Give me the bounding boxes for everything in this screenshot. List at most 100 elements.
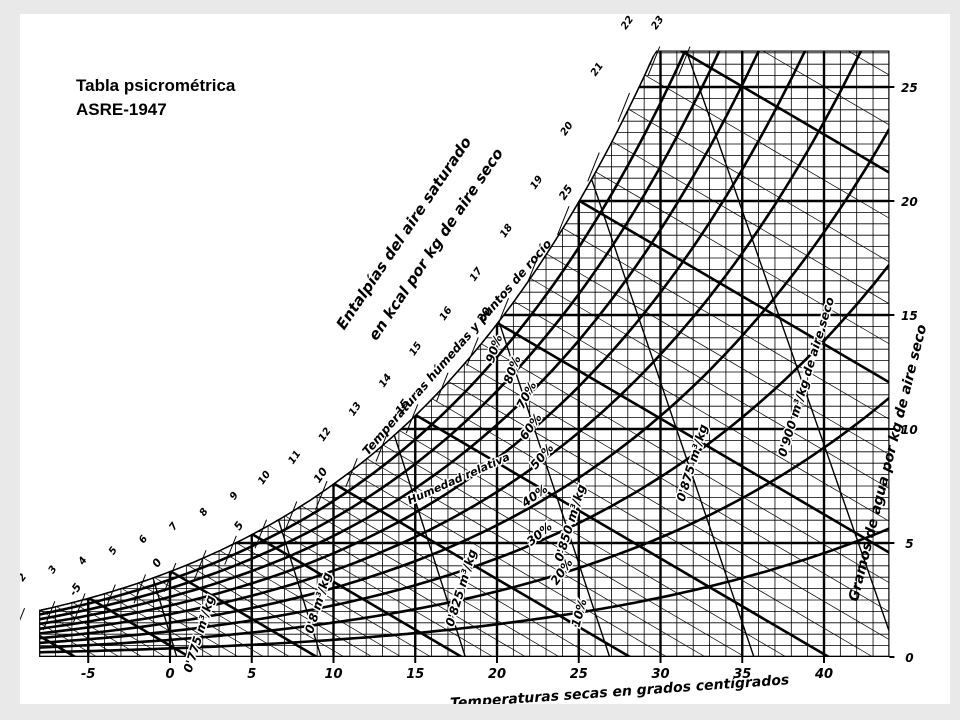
wet-bulb-line [659,50,890,657]
enthalpy-scale-tick [587,152,600,182]
enthalpy-scale-tick [405,404,419,434]
enthalpy-scale-label: 2 [20,572,29,584]
x-tick-label: 15 [406,667,424,682]
enthalpy-scale-label: 19 [528,174,545,192]
y-tick-label: 15 [901,309,918,323]
relative-humidity-curve [39,263,890,645]
x-tick-label: 0 [165,667,174,682]
wet-bulb-line [251,532,463,657]
enthalpy-scale-label: 8 [198,506,211,518]
psychrometric-chart: -505101520253035400510152025012345678910… [20,14,930,704]
rh-curve-label: 80% [501,354,524,386]
wet-bulb-line [349,470,668,657]
wet-bulb-line [464,362,890,657]
wet-bulb-line [529,277,890,657]
enthalpy-scale-tick [436,372,449,402]
wet-bulb-line [267,524,494,657]
enthalpy-scale-tick [284,501,298,531]
wet-bulb-line [611,140,890,657]
x-tick-label: 20 [488,667,506,682]
wet-bulb-line [218,549,402,657]
wet-bulb-line [676,50,890,657]
enthalpy-scale-label: 15 [407,340,424,358]
x-tick-label: 10 [324,667,342,682]
wet-bulb-line [235,542,432,657]
relative-humidity-curve [39,50,890,616]
enthalpy-scale-tick [133,574,147,604]
enthalpy-scale-tick [557,206,570,236]
enthalpy-scale-tick [224,535,237,565]
wet-bulb-line [513,300,890,657]
enthalpy-scale-label: 6 [137,534,150,546]
wet-bulb-line [202,557,373,657]
wet-bulb-line [594,171,890,657]
caption-subtitle: ASRE-1947 [76,100,167,119]
enthalpy-scale-tick [194,550,207,580]
enthalpy-scale-label: 23 [649,14,666,32]
wet-bulb-line [332,482,631,657]
enthalpy-scale-label: 22 [619,14,636,32]
enthalpy-scale-tick [163,562,177,593]
wet-bulb-line [398,429,787,657]
enthalpy-scale-label: 3 [47,564,60,576]
wet-bulb-line [496,321,890,657]
relative-humidity-curve [39,50,890,631]
y-tick-label: 5 [905,537,913,551]
relative-humidity-curve [39,128,890,640]
wet-bulb-line [447,380,890,657]
relative-humidity-curve [39,50,890,635]
enthalpy-scale-tick [526,254,540,284]
x-tick-label: 5 [247,667,256,682]
y-tick-label: 25 [901,81,918,95]
enthalpy-scale-label: 16 [438,305,455,323]
enthalpy-scale-label: 21 [589,61,606,79]
wet-bulb-line [414,413,830,657]
wet-bulb-line [562,227,890,657]
enthalpy-scale-tick [315,480,328,510]
wet-bulb-line [431,398,874,657]
x-tick-label: 30 [651,667,669,682]
wet-bulb-line [382,444,746,657]
wet-bulb-tick-label: 25 [556,182,576,202]
x-tick-label: -5 [81,667,95,682]
enthalpy-scale-label: 4 [76,555,90,568]
enthalpy-scale-tick [496,297,509,328]
enthalpy-scale-label: 10 [256,469,273,487]
caption-title: Tabla psicrométrica [76,76,236,95]
enthalpy-scale-tick [103,584,116,614]
enthalpy-scale-tick [20,608,26,621]
enthalpy-scale-tick [345,458,358,488]
y-tick-label: 10 [901,423,918,437]
wet-bulb-line [578,199,890,657]
wet-bulb-tick-label: 10 [311,465,331,485]
slide: Tabla psicrométrica ASRE-1947 -5 0 5 10 15 20… [20,14,950,704]
enthalpy-scale-tick [678,46,691,76]
wet-bulb-tick-label: 0 [150,556,165,570]
wet-bulb-line [545,253,890,657]
enthalpy-scale-tick [375,432,389,462]
wet-bulb-tick-label: 5 [231,519,246,533]
specific-volume-line [107,50,322,657]
y-tick-label: 0 [905,651,913,665]
relative-humidity-curve [39,50,890,626]
specific-volume-line [658,50,890,657]
enthalpy-scale-tick [73,593,86,623]
relative-humidity-curve [39,396,890,649]
x-tick-label: 25 [570,667,588,682]
enthalpy-scale-label: 7 [168,521,181,533]
enthalpy-scale-label: 11 [287,449,304,467]
enthalpy-scale-label: 17 [468,266,485,284]
enthalpy-scale-tick [466,337,479,367]
enthalpy-scale-label: 5 [107,545,120,557]
enthalpy-scale-label: 20 [559,120,576,138]
enthalpy-scale-tick [647,46,661,76]
wet-bulb-line [643,74,890,657]
rh-curve-label: 50% [527,441,556,472]
relative-humidity-curve [39,527,890,654]
x-tick-label: 40 [814,667,833,682]
relative-humidity-curve [39,50,890,621]
enthalpy-scale-label: 12 [317,426,334,444]
enthalpy-scale-label: 18 [498,222,515,240]
rh-curve-label: 60% [517,411,545,443]
rh-curve-label: 10% [569,597,590,628]
